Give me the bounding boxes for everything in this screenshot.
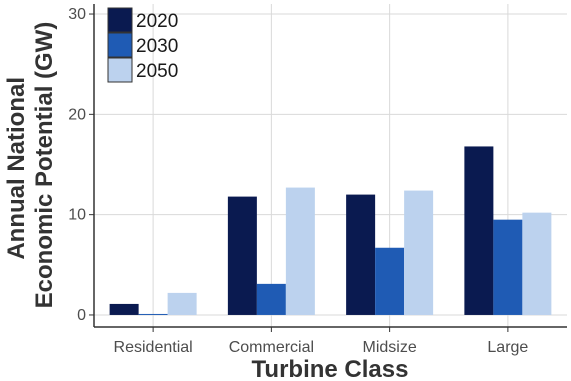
y-tick-label: 20 <box>68 106 86 123</box>
x-tick-label: Midsize <box>363 339 417 356</box>
legend: 2020 2030 2050 <box>107 7 178 83</box>
x-tick-label: Large <box>487 339 528 356</box>
bar-2050-residential <box>167 292 197 315</box>
bar-2030-large <box>493 219 523 315</box>
bar-2020-large <box>464 146 494 315</box>
bar-2020-midsize <box>346 194 376 315</box>
y-tick-label: 30 <box>68 6 86 23</box>
legend-label-2030: 2030 <box>136 36 178 57</box>
bar-2020-commercial <box>227 196 257 315</box>
x-tick-label: Commercial <box>229 339 314 356</box>
y-axis-title-line-1: Annual National <box>3 77 30 260</box>
legend-swatch-2020 <box>107 7 133 33</box>
bar-2020-residential <box>109 303 139 315</box>
bars <box>109 146 552 315</box>
y-axis-title-line-2: Economic Potential (GW) <box>31 22 58 309</box>
bar-2050-large <box>522 212 552 315</box>
x-axis-title: Turbine Class <box>252 356 409 381</box>
bar-2050-commercial <box>285 187 315 315</box>
y-tick-label: 10 <box>68 207 86 224</box>
y-tick-label: 0 <box>77 307 86 324</box>
bar-2030-commercial <box>256 283 286 315</box>
bar-2030-midsize <box>375 247 405 315</box>
bar-2030-residential <box>138 313 168 315</box>
y-axis-title: Annual National Economic Potential (GW) <box>3 22 58 309</box>
legend-label-2020: 2020 <box>136 11 178 32</box>
x-tick-label: Residential <box>114 339 193 356</box>
bar-2050-midsize <box>404 190 434 315</box>
legend-swatch-2030 <box>107 32 133 58</box>
legend-swatch-2050 <box>107 57 133 83</box>
legend-label-2050: 2050 <box>136 61 178 82</box>
axes <box>93 4 567 328</box>
